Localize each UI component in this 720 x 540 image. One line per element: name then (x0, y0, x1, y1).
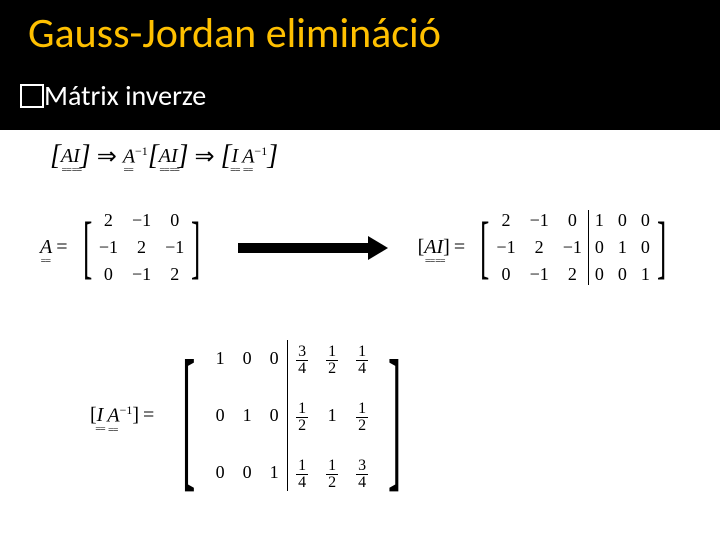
example-row: A== = [ 2−10−12−10−12 ] [ A== I== ] = [ … (40, 210, 690, 285)
matrix-cell: 1 (243, 405, 252, 426)
big-arrow-icon (238, 242, 388, 254)
matrix-cell: 2 (530, 237, 549, 258)
matrix-cell: 0 (496, 264, 515, 285)
result-row: [ I== A−1== ] = [ 100010001 341214121121… (90, 340, 421, 491)
matrix-cell: −1 (530, 210, 549, 231)
implies-arrow-1: ⇒ (97, 142, 117, 171)
matrix-cell: −1 (99, 237, 118, 258)
matrix-cell: 1 (618, 237, 627, 258)
matrix-cell: 34 (356, 454, 368, 491)
matrix-cell: 0 (618, 210, 627, 231)
bracket-close-2: ] (178, 140, 189, 172)
matrix-cell: −1 (165, 237, 184, 258)
matrix-cell: 1 (216, 348, 225, 369)
implies-arrow-2: ⇒ (195, 142, 215, 171)
matrix-cell: 2 (496, 210, 515, 231)
matrix-cell: 12 (296, 397, 308, 434)
slide-title: Gauss-Jordan elimináció (28, 8, 441, 59)
matrix-cell: 2 (99, 210, 118, 231)
symbol-A-inv: A−1== (123, 144, 148, 169)
matrix-cell: 0 (595, 237, 604, 258)
bullet-square-icon (20, 84, 44, 108)
matrix-cell: 2 (165, 264, 184, 285)
matrix-cell: 14 (356, 340, 368, 377)
matrix-cell: −1 (530, 264, 549, 285)
matrix-cell: 0 (216, 462, 225, 483)
matrix-cell: 14 (296, 454, 308, 491)
matrix-cell: 0 (641, 237, 650, 258)
matrix-cell: 0 (270, 348, 279, 369)
matrix-cell: −1 (132, 210, 151, 231)
matrix-cell: 0 (270, 405, 279, 426)
matrix-result: [ 100010001 34121412112141234 ] (162, 340, 421, 491)
matrix-AI-augmented: [ 2−10−12−10−12 100010001 ] (473, 210, 673, 285)
matrix-cell: 0 (595, 264, 604, 285)
matrix-cell: −1 (496, 237, 515, 258)
matrix-cell: 1 (641, 264, 650, 285)
matrix-cell: 1 (270, 462, 279, 483)
matrix-cell: 0 (243, 348, 252, 369)
matrix-A: [ 2−10−12−10−12 ] (76, 210, 208, 285)
symbol-I-2: I== (171, 145, 178, 168)
slide-header: Gauss-Jordan elimináció Mátrix inverze (0, 0, 720, 130)
bracket-open-2: [ (148, 140, 159, 172)
matrix-cell: 0 (618, 264, 627, 285)
bullet-text: Mátrix inverze (44, 78, 206, 113)
bracket-open: [ (50, 140, 61, 172)
matrix-A-label: A== = (40, 236, 72, 259)
symbol-A-inv-2: A−1== (242, 144, 267, 169)
bracket-close: ] (80, 140, 91, 172)
matrix-cell: 34 (296, 340, 308, 377)
matrix-cell: 0 (165, 210, 184, 231)
bullet-row: Mátrix inverze (20, 78, 206, 113)
matrix-cell: 1 (326, 405, 338, 426)
matrix-cell: 12 (326, 340, 338, 377)
matrix-cell: −1 (132, 264, 151, 285)
matrix-cell: 0 (641, 210, 650, 231)
matrix-cell: 0 (216, 405, 225, 426)
matrix-cell: 12 (326, 454, 338, 491)
matrix-cell: 1 (595, 210, 604, 231)
matrix-cell: 0 (563, 210, 582, 231)
symbol-I: I== (73, 145, 80, 168)
matrix-cell: 12 (356, 397, 368, 434)
symbol-I-3: I== (232, 145, 239, 168)
aug-label: [ A== I== ] = (418, 236, 470, 259)
matrix-cell: 2 (563, 264, 582, 285)
symbolic-row: [ A== I== ] ⇒ A−1== [ A== I== ] ⇒ [ I== … (50, 140, 278, 172)
matrix-cell: 0 (99, 264, 118, 285)
matrix-cell: 2 (132, 237, 151, 258)
matrix-cell: 0 (243, 462, 252, 483)
bracket-close-3: ] (267, 140, 278, 172)
augment-bar-icon (588, 210, 589, 285)
matrix-cell: −1 (563, 237, 582, 258)
augment-bar-big-icon (287, 340, 289, 491)
result-label: [ I== A−1== ] = (90, 403, 158, 428)
